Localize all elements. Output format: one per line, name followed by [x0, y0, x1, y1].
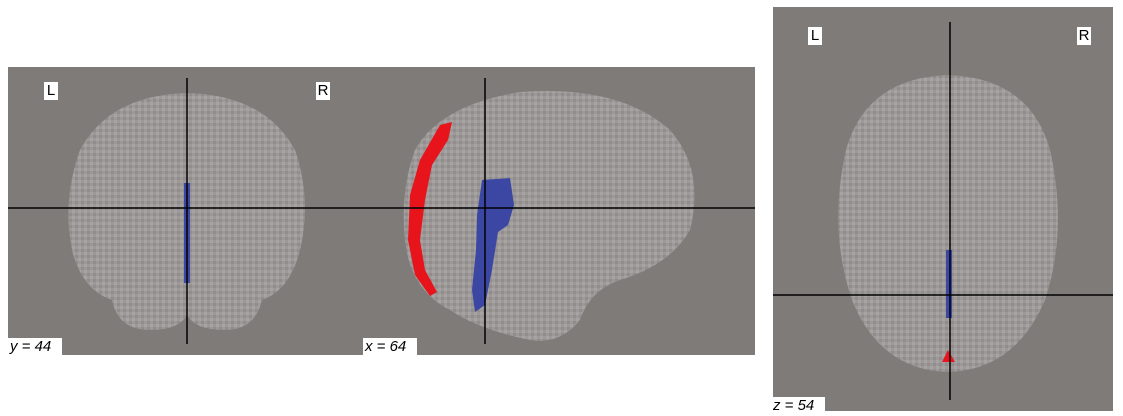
coordinate-label: z = 54: [772, 397, 814, 414]
axial-panel: L R z = 54: [771, 7, 1113, 415]
figure: L R y = 44 x = 64 L R z = 54: [0, 0, 1123, 416]
orientation-label: L: [47, 82, 55, 99]
orientation-label: R: [1079, 27, 1090, 44]
orientation-label: R: [318, 82, 329, 99]
brain-slice: [838, 75, 1058, 372]
coordinate-label: x = 64: [364, 338, 406, 355]
orientation-label: L: [811, 27, 819, 44]
roi-blue: [946, 250, 952, 318]
coordinate-label: y = 44: [9, 338, 51, 355]
sagittal-panel: x = 64: [363, 67, 755, 356]
